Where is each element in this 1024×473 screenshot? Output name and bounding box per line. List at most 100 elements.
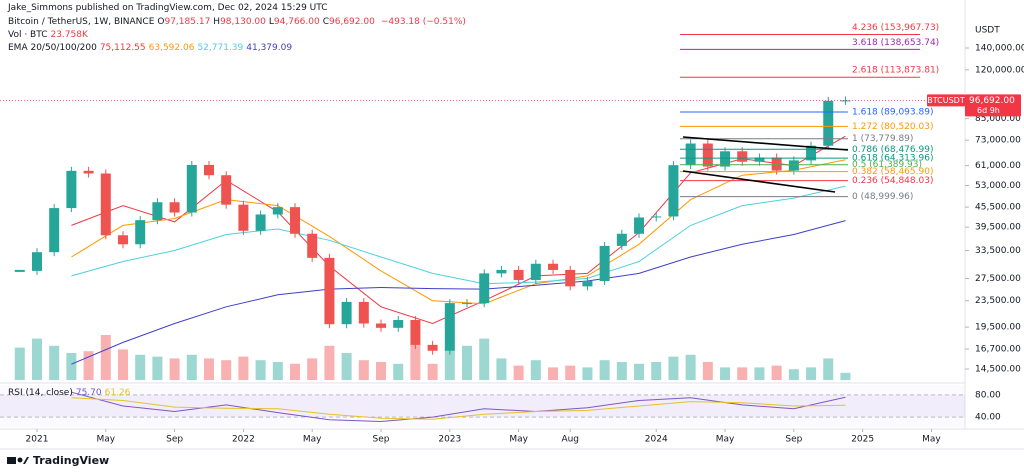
candle-body [599,245,610,282]
y-tick-label: 19,500.00 [975,323,1021,333]
volume-bar [49,345,60,380]
candle-body [376,323,387,328]
volume-bar [307,358,318,380]
candle-body [548,263,559,270]
candle-body [479,273,490,304]
change: −493.18 (−0.51%) [380,17,466,27]
candle-body [513,269,524,280]
candle-body [307,233,318,258]
tradingview-logo [7,457,29,464]
volume-bar [754,367,765,380]
y-tick-label: 140,000.00 [975,43,1024,53]
rsi-value: 75.70 [75,388,102,398]
fib-label: 0 (48,999.96) [852,192,913,202]
candle-body [100,173,111,236]
ema-line [71,159,846,305]
volume-bar [393,363,404,380]
candle-body [49,208,60,253]
candle-body [668,165,679,217]
rsi-ma-line [71,397,846,420]
y-tick-label: 23,500.00 [975,296,1021,306]
volume-bar [668,356,679,380]
volume-bar [685,354,696,380]
volume-bar [341,353,352,380]
ohlc-value: 97,185.17 [164,17,211,27]
volume-bar [117,349,128,380]
volume-bar [634,363,645,380]
candle-body [324,257,335,325]
candle-body [358,301,369,324]
candle-body [754,157,765,162]
volume-bar [462,345,473,380]
volume-bar [444,349,455,380]
y-tick-label: 39,500.00 [975,223,1021,233]
y-tick-label: 45,500.00 [975,203,1021,213]
candle-body [530,263,541,280]
volume-bar [221,360,232,380]
ema-line [71,220,846,365]
fib-label: 3.618 (138,653.74) [852,38,939,48]
volume-label: Vol · BTC [8,30,48,40]
candle-close [14,269,25,272]
volume-bar [272,362,283,380]
x-tick-label: May [922,435,941,445]
ema-line [71,185,846,285]
fib-label: 4.236 (153,967.73) [852,23,939,33]
volume-bar [358,360,369,380]
y-tick-label: 73,000.00 [975,136,1021,146]
y-tick-label: 16,700.00 [975,345,1021,355]
candle-body [410,320,421,345]
candle-body [238,204,249,231]
x-tick-label: May [716,435,735,445]
ema-value: 75,112.55 [99,43,146,53]
volume-bar [152,356,163,380]
fib-label: 2.618 (113,873.81) [852,66,939,76]
candle-body [135,220,146,245]
x-tick-label: 2025 [851,435,874,445]
symbol-tag-text: BTCUSDT [927,96,965,105]
rsi-ma-value: 61.26 [104,388,131,398]
volume-bar [530,360,541,380]
volume-bar [651,362,662,380]
candle-body [66,170,77,209]
y-tick-label: 120,000.00 [975,65,1024,75]
ema-row: EMA 20/50/100/200 75,112.55 63,592.06 52,77… [8,43,295,53]
y-tick-label: 85,000.00 [975,114,1021,124]
candle-body [582,281,593,287]
volume-row: Vol · BTC 23.758K [8,30,91,40]
ema-value: 63,592.06 [148,43,195,53]
candle-body [685,143,696,166]
candle-body [444,303,455,351]
volume-bar [135,354,146,380]
candle-body [823,100,834,146]
ohlc-value: 94,766.00 [273,17,320,27]
y-tick-label: 27,500.00 [975,274,1021,284]
brand: TradingView [33,454,109,467]
y-tick-label: 53,000.00 [975,181,1021,191]
x-tick-label: Sep [785,435,802,445]
volume-bar [513,365,524,380]
candle-body [702,143,713,167]
trend-line [682,136,849,151]
ohlc-row: Bitcoin / TetherUS, 1W, BINANCE O97,185.1… [8,17,469,27]
candle-body [169,202,180,213]
volume-bar [479,338,490,380]
main-pane [14,34,920,380]
rsi-tick-label: 80.00 [975,390,1001,400]
ohlc-key: L [268,17,274,27]
volume-bar [238,356,249,380]
rsi-tick-label: 40.00 [975,413,1001,423]
candle-body [341,301,352,325]
candle-body [616,233,627,246]
candle-body [203,164,214,176]
candle-body [720,151,731,167]
volume-bar [720,367,731,380]
fib-label: 1.618 (89,093.89) [852,107,933,117]
volume-bar [100,335,111,380]
axis-unit: USDT [975,26,1000,36]
volume-bar [582,367,593,380]
x-tick-label: May [509,435,528,445]
volume-bar [599,360,610,380]
candle-body [221,175,232,205]
volume-bar [14,347,25,380]
